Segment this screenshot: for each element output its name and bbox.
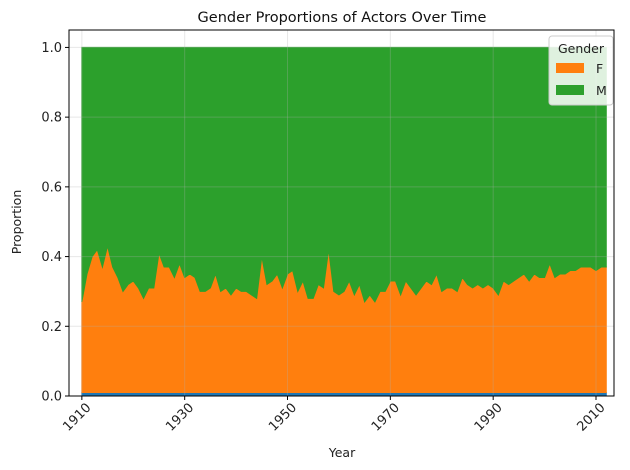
grid-lines	[69, 30, 614, 397]
chart-title: Gender Proportions of Actors Over Time	[198, 10, 487, 26]
y-axis-label: Proportion	[9, 190, 24, 255]
x-axis-label: Year	[328, 445, 356, 460]
y-tick-label: 0.2	[41, 320, 62, 335]
plot-frame	[68, 29, 615, 397]
y-tick-label: 1.0	[41, 41, 62, 56]
legend-label-m: M	[596, 83, 607, 98]
y-tick-label: 0.4	[41, 250, 62, 265]
legend: Gender F M	[548, 35, 614, 106]
area-series-0	[81, 392, 607, 397]
legend-swatch-f	[556, 63, 584, 73]
area-layers	[81, 46, 607, 397]
y-tick-label: 0.0	[41, 390, 62, 405]
y-tick-label: 0.6	[41, 180, 62, 195]
legend-title: Gender	[558, 41, 605, 56]
y-tick-label: 0.8	[41, 111, 62, 126]
plot-area	[68, 29, 615, 397]
legend-swatch-m	[556, 85, 584, 95]
legend-label-f: F	[596, 61, 603, 76]
y-axis: 0.0 0.2 0.4 0.6 0.8 1.0	[41, 41, 69, 405]
area-m	[81, 46, 607, 303]
